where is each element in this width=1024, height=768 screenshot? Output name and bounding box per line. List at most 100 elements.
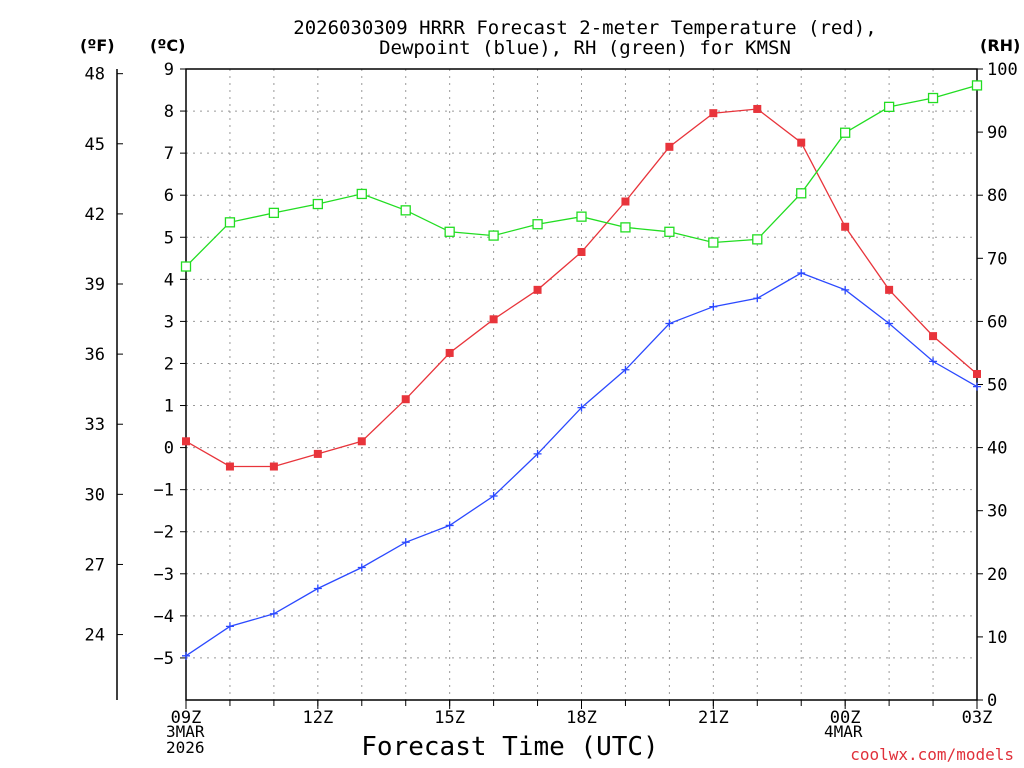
x-tick-label: 00Z: [830, 708, 861, 728]
dewpoint-point: [841, 285, 850, 294]
dewpoint-point: [357, 563, 366, 572]
y-fahrenheit-tick-label: 24: [85, 626, 105, 646]
start-year: 2026: [166, 738, 205, 757]
next-date-label: 4MAR: [824, 722, 863, 741]
temperature-point: [621, 197, 630, 206]
temperature-point: [489, 315, 498, 324]
temperature-point: [313, 449, 322, 458]
dewpoint-point: [885, 319, 894, 328]
chart-title-line1: 2026030309 HRRR Forecast 2-meter Tempera…: [293, 17, 877, 39]
rh-point: [971, 80, 983, 91]
y-rh-tick-label: 50: [987, 376, 1007, 396]
y-celsius-tick-label: 7: [164, 144, 174, 164]
y-rh-tick-label: 20: [987, 565, 1007, 585]
rh-point: [400, 205, 411, 216]
celsius-unit-label: (ºC): [150, 36, 186, 55]
temperature-point: [357, 437, 366, 446]
x-tick-label: 21Z: [698, 708, 729, 728]
y-rh-tick-label: 80: [987, 186, 1007, 206]
temperature-point: [841, 222, 850, 231]
rh-point: [620, 222, 631, 233]
rh-point: [752, 234, 763, 245]
y-fahrenheit-tick-label: 39: [85, 275, 105, 295]
fahrenheit-unit-label: (ºF): [80, 36, 115, 55]
x-tick-label: 12Z: [302, 708, 333, 728]
x-axis-title: Forecast Time (UTC): [361, 732, 659, 762]
y-rh-tick-label: 100: [987, 60, 1018, 80]
dewpoint-point: [313, 584, 322, 593]
start-day: 3MAR: [166, 722, 205, 741]
y-rh-tick-label: 90: [987, 123, 1007, 143]
site-credit: coolwx.com/models: [850, 745, 1014, 764]
y-fahrenheit-tick-label: 36: [85, 345, 105, 365]
y-celsius-tick-label: 5: [164, 228, 174, 248]
dewpoint-point: [269, 609, 278, 618]
rh-point: [444, 226, 455, 237]
y-fahrenheit-tick-label: 33: [85, 415, 105, 435]
rh-point: [840, 127, 851, 138]
y-celsius-tick-label: −2: [154, 523, 174, 543]
y-rh-tick-label: 30: [987, 502, 1007, 522]
dewpoint-line: [185, 272, 978, 657]
dewpoint-point: [665, 319, 674, 328]
rh-point: [883, 101, 895, 113]
y-celsius-tick-label: 6: [164, 186, 174, 206]
rh-unit-label: (RH): [980, 36, 1021, 55]
temperature-point: [401, 395, 410, 404]
dewpoint-point: [401, 538, 410, 547]
dewpoint-point: [225, 622, 234, 631]
x-tick-label: 03Z: [962, 708, 993, 728]
rh-point: [708, 237, 719, 248]
y-rh-tick-label: 10: [987, 628, 1007, 648]
y-celsius-tick-label: −4: [154, 607, 174, 627]
y-celsius-tick-label: 9: [164, 60, 174, 80]
y-fahrenheit-tick-label: 45: [85, 135, 105, 155]
x-tick-label: 09Z: [171, 708, 202, 728]
temperature-point: [709, 109, 718, 118]
y-rh-tick-label: 40: [987, 439, 1007, 459]
y-rh-tick-label: 60: [987, 312, 1007, 332]
y-celsius-tick-label: 4: [164, 270, 174, 290]
y-celsius-tick-label: 3: [164, 312, 174, 332]
rh-point: [664, 226, 675, 237]
y-celsius-tick-label: 1: [164, 397, 174, 417]
rh-point: [532, 219, 543, 230]
temperature-point: [973, 369, 981, 378]
x-tick-label: 18Z: [566, 708, 597, 728]
temperature-point: [445, 348, 454, 357]
rh-point: [312, 198, 323, 210]
dewpoint-point: [182, 651, 190, 660]
y-rh-tick-label: 0: [987, 691, 997, 711]
start-date-label: 3MAR 2026: [166, 724, 205, 756]
y-celsius-tick-label: 8: [164, 102, 174, 122]
rh-point: [180, 261, 192, 272]
chart-title-line2: Dewpoint (blue), RH (green) for KMSN: [379, 37, 791, 59]
rh-point: [356, 188, 367, 200]
rh-point: [224, 217, 236, 228]
y-celsius-tick-label: 2: [164, 354, 174, 374]
dewpoint-point: [929, 357, 938, 366]
temperature-point: [533, 285, 542, 294]
dewpoint-point: [753, 294, 762, 303]
dewpoint-point: [577, 403, 586, 412]
dewpoint-point: [533, 449, 542, 458]
y-fahrenheit-tick-label: 42: [85, 205, 105, 225]
temperature-point: [225, 462, 234, 471]
temperature-point: [577, 247, 586, 256]
temperature-point: [929, 332, 938, 341]
temperature-point: [665, 142, 674, 151]
rh-point: [268, 207, 280, 219]
y-celsius-tick-label: −1: [154, 481, 174, 501]
rh-point: [927, 92, 939, 104]
y-rh-tick-label: 70: [987, 249, 1007, 269]
dewpoint-point: [445, 521, 454, 530]
temperature-point: [269, 462, 278, 471]
y-celsius-tick-label: −3: [154, 565, 174, 585]
dewpoint-point: [797, 269, 806, 278]
dewpoint-point: [973, 382, 981, 391]
y-fahrenheit-tick-label: 30: [85, 485, 105, 505]
rh-point: [488, 230, 499, 241]
rh-point: [796, 188, 807, 199]
y-celsius-tick-label: −5: [154, 649, 174, 669]
